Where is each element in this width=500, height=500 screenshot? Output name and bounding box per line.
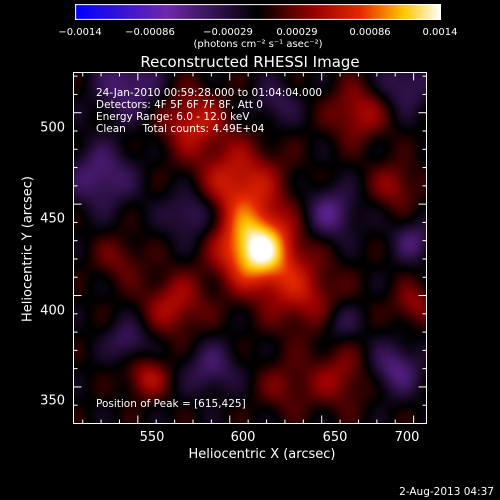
colorbar (75, 4, 441, 20)
plot-timestamp: 2-Aug-2013 04:37 (399, 486, 494, 498)
x-tick-label: 650 (322, 430, 348, 445)
colorbar-tick: −0.00086 (125, 27, 175, 38)
y-axis-label: Heliocentric Y (arcsec) (20, 176, 36, 322)
colorbar-tick: 0.00029 (276, 27, 318, 38)
y-tick-label: 450 (40, 211, 65, 227)
x-tick-label: 600 (230, 430, 256, 445)
heatmap-image (73, 72, 427, 424)
chart-title: Reconstructed RHESSI Image (140, 53, 360, 71)
colorbar-tick: −0.0014 (58, 27, 102, 38)
x-tick-label: 550 (139, 430, 165, 445)
x-axis-label: Heliocentric X (arcsec) (188, 447, 336, 462)
peak-position-label: Position of Peak = [615,425] (96, 398, 246, 410)
x-tick-label: 700 (394, 430, 420, 445)
colorbar-tick: 0.0014 (422, 27, 458, 38)
colorbar-units: (photons cm⁻² s⁻¹ asec⁻²) (193, 39, 323, 50)
colorbar-tick: −0.00029 (203, 27, 253, 38)
y-tick-label: 350 (40, 393, 65, 409)
info-time-range: 24-Jan-2010 00:59:28.000 to 01:04:04.000 (96, 87, 323, 99)
info-detectors: Detectors: 4F 5F 6F 7F 8F, Att 0 (96, 99, 263, 111)
info-clean-counts: Clean Total counts: 4.49E+04 (96, 123, 265, 135)
colorbar-tick: 0.00086 (349, 27, 391, 38)
info-energy-range: Energy Range: 6.0 - 12.0 keV (96, 111, 250, 123)
plot-frame (73, 72, 427, 424)
y-tick-label: 400 (40, 303, 65, 319)
y-tick-label: 500 (40, 120, 65, 136)
